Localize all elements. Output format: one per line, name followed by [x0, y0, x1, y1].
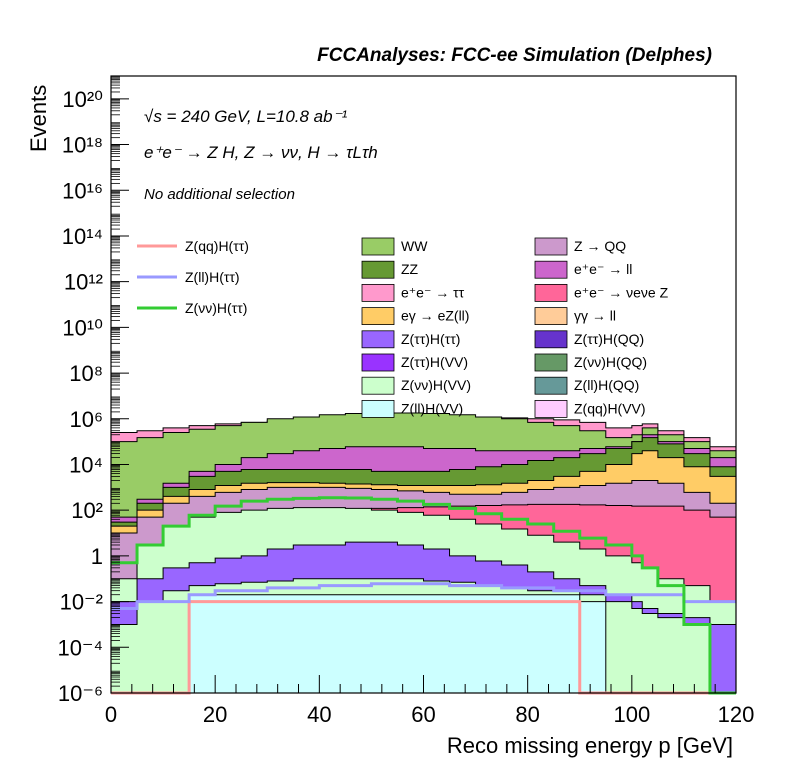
process-annotation: e⁺e⁻ → Z H, Z → νν, H → τLτh: [144, 143, 378, 162]
y-tick-label: 10¹⁰: [62, 315, 103, 340]
legend-label-z-ll-h: Z(ll)H(ττ): [185, 269, 240, 285]
selection-annotation: No additional selection: [144, 186, 295, 203]
legend-swatch-z-h-qq: [534, 353, 568, 372]
y-tick-label: 10¹⁴: [62, 224, 103, 249]
y-axis: 10⁻⁶ 10⁻⁴ 10⁻² 1 10² 10⁴ 10⁶ 10⁸ 10¹⁰ 10¹² 10¹⁴ 10¹…: [57, 76, 129, 706]
legend-swatch-z-h-vv: [361, 353, 395, 372]
y-axis-label: Events: [26, 85, 51, 152]
y-tick-label: 10⁻⁴: [57, 635, 103, 660]
x-axis-label: Reco missing energy p [GeV]: [447, 733, 733, 758]
y-tick-label: 10¹⁶: [62, 178, 103, 203]
y-tick-label: 10¹⁸: [62, 133, 103, 158]
legend-swatch-z-ll-h-qq: [534, 376, 568, 395]
legend-label-ww: WW: [401, 238, 428, 254]
legend-swatch-z-qq: [534, 237, 568, 256]
legend-label-z-qq-h: Z(qq)H(ττ): [185, 238, 249, 254]
legend-label-z-h-qq: Z(νν)H(QQ): [574, 354, 647, 370]
line-z-ll-h: [111, 582, 736, 610]
legend-label-z-ll-h-vv: Z(ll)H(VV): [401, 400, 463, 416]
x-tick-label: 80: [515, 702, 539, 727]
legend-swatch-e-e-ll: [534, 260, 568, 279]
x-tick-label: 40: [307, 702, 331, 727]
legend-swatch-z-ll-h-vv: [361, 399, 395, 418]
legend-swatch-z-h-vv: [361, 376, 395, 395]
legend-label-e-e-ll: e⁺e⁻ → ll: [574, 261, 632, 277]
legend-swatch-zz: [361, 260, 395, 279]
x-tick-label: 120: [718, 702, 755, 727]
x-tick-label: 20: [203, 702, 227, 727]
stacked-histograms: [110, 412, 737, 694]
energy-lumi-annotation: √s = 240 GeV, L=10.8 ab⁻¹: [144, 107, 348, 126]
legend-swatch-z-qq-h-vv: [534, 399, 568, 418]
y-tick-label: 10²: [71, 498, 103, 523]
legend: Z(qq)H(ττ) Z(ll)H(ττ) Z(νν)H(ττ) WW ZZ e⁺e⁻ →…: [137, 237, 669, 418]
y-tick-label: 10²⁰: [62, 87, 103, 112]
legend-swatch-e-e-e-e-z: [534, 283, 568, 302]
legend-label-z-ll-h-qq: Z(ll)H(QQ): [574, 377, 639, 393]
legend-label-z-qq-h-vv: Z(qq)H(VV): [574, 400, 646, 416]
legend-label-ll: γγ → ll: [574, 308, 616, 324]
line-z-h: [111, 496, 736, 695]
x-axis: 0 20 40 60 80 100 120: [105, 675, 754, 727]
y-tick-label: 10¹²: [64, 270, 103, 295]
y-tick-label: 10⁴: [69, 452, 103, 477]
y-tick-label: 10⁶: [69, 407, 103, 432]
legend-label-z-h-qq: Z(ττ)H(QQ): [574, 331, 644, 347]
chart-title: FCCAnalyses: FCC-ee Simulation (Delphes): [317, 45, 712, 66]
y-tick-label: 10⁸: [69, 361, 103, 386]
legend-swatch-ww: [361, 237, 395, 256]
y-tick-label: 10⁻²: [60, 590, 103, 615]
legend-label-e-e-e-e-z: e⁺e⁻ → νeνe Z: [574, 284, 669, 300]
legend-swatch-e-e: [361, 283, 395, 302]
legend-label-e-e: e⁺e⁻ → ττ: [401, 284, 465, 300]
x-tick-label: 60: [411, 702, 435, 727]
legend-label-e-ez-ll: eγ → eZ(ll): [401, 308, 469, 324]
x-tick-label: 0: [105, 702, 117, 727]
legend-label-z-h: Z(νν)H(ττ): [185, 300, 247, 316]
y-tick-label: 1: [91, 544, 103, 569]
y-tick-label: 10⁻⁶: [58, 681, 103, 706]
legend-label-z-h-vv: Z(νν)H(VV): [401, 377, 471, 393]
legend-label-z-h-vv: Z(ττ)H(VV): [401, 354, 468, 370]
x-tick-label: 100: [613, 702, 650, 727]
legend-swatch-z-h: [361, 330, 395, 349]
legend-label-z-h: Z(ττ)H(ττ): [401, 331, 460, 347]
legend-label-zz: ZZ: [401, 261, 419, 277]
legend-swatch-ll: [534, 307, 568, 326]
legend-swatch-z-h-qq: [534, 330, 568, 349]
legend-swatch-e-ez-ll: [361, 307, 395, 326]
legend-label-z-qq: Z → QQ: [574, 238, 626, 254]
